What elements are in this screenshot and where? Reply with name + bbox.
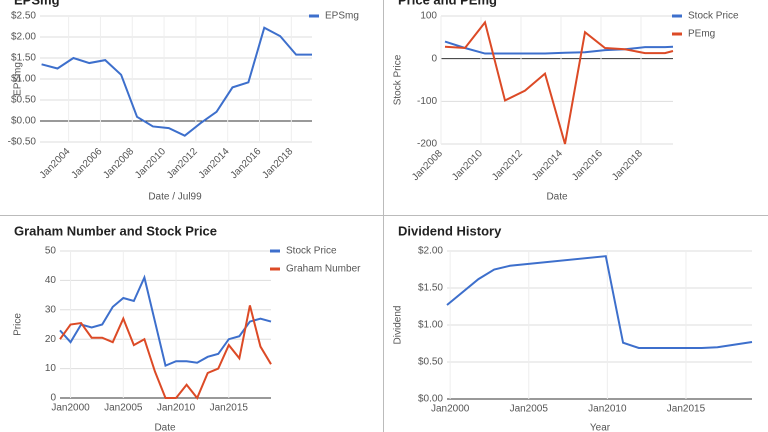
legend-label: Graham Number bbox=[286, 264, 361, 275]
y-tick-label: $2.50 bbox=[11, 11, 36, 22]
line bbox=[59, 274, 272, 368]
x-axis-label: Year bbox=[590, 423, 611, 432]
x-tick-label: Jan2015 bbox=[210, 403, 249, 414]
legend-label: EPSmg bbox=[325, 11, 359, 22]
y-tick-label: $0.00 bbox=[11, 116, 36, 127]
line bbox=[446, 255, 753, 349]
y-tick-label: 20 bbox=[45, 334, 57, 345]
chart-title: Graham Number and Stock Price bbox=[14, 223, 217, 238]
y-tick-label: $1.50 bbox=[11, 53, 36, 64]
y-tick-label: -200 bbox=[417, 139, 437, 150]
y-axis-label: Dividend bbox=[393, 306, 404, 345]
y-tick-label: 0 bbox=[431, 53, 437, 64]
y-tick-label: $1.50 bbox=[418, 283, 443, 294]
y-tick-label: $1.00 bbox=[11, 74, 36, 85]
legend-label: PEmg bbox=[688, 29, 715, 40]
y-tick-label: $2.00 bbox=[418, 246, 443, 257]
x-axis-label: Date bbox=[546, 192, 568, 203]
line bbox=[59, 305, 272, 400]
y-tick-label: $0.50 bbox=[11, 95, 36, 106]
y-axis-label: Stock Price bbox=[393, 54, 404, 105]
y-tick-label: 50 bbox=[45, 246, 57, 257]
chart-title: Dividend History bbox=[398, 223, 502, 238]
y-tick-label: 30 bbox=[45, 304, 57, 315]
line bbox=[41, 26, 312, 137]
chart-title: EPSmg bbox=[14, 0, 60, 7]
x-axis-label: Date bbox=[154, 423, 176, 432]
x-tick-label: Jan2005 bbox=[510, 404, 549, 415]
y-tick-label: 0 bbox=[50, 393, 56, 404]
x-tick-label: Jan2005 bbox=[104, 403, 143, 414]
y-tick-label: 100 bbox=[420, 11, 437, 22]
y-tick-label: -$0.50 bbox=[8, 137, 37, 148]
y-axis-label: Price bbox=[13, 313, 24, 336]
y-tick-label: $0.50 bbox=[418, 357, 443, 368]
chart-title: Price and PEmg bbox=[398, 0, 497, 7]
x-tick-label: Jan2000 bbox=[431, 404, 470, 415]
line bbox=[444, 40, 674, 55]
y-tick-label: 10 bbox=[45, 363, 57, 374]
x-tick-label: Jan2015 bbox=[667, 404, 706, 415]
legend-label: Stock Price bbox=[286, 246, 337, 257]
x-axis-label: Date / Jul99 bbox=[148, 192, 202, 203]
x-tick-label: Jan2010 bbox=[588, 404, 627, 415]
x-tick-label: Jan2000 bbox=[51, 403, 90, 414]
y-tick-label: $2.00 bbox=[11, 32, 36, 43]
y-tick-label: 40 bbox=[45, 275, 57, 286]
line bbox=[444, 20, 674, 145]
y-tick-label: -100 bbox=[417, 96, 437, 107]
y-tick-label: $1.00 bbox=[418, 320, 443, 331]
legend-label: Stock Price bbox=[688, 11, 739, 22]
y-axis-label: EPSmg bbox=[13, 62, 24, 96]
y-tick-label: $0.00 bbox=[418, 394, 443, 405]
x-tick-label: Jan2010 bbox=[157, 403, 196, 414]
